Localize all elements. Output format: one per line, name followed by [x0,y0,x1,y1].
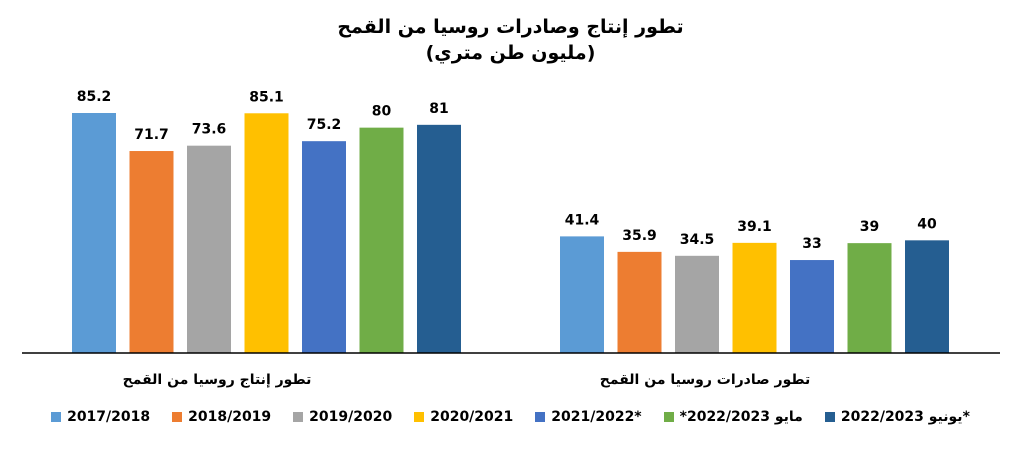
legend-label-5: *2022/2023 مايو [679,409,803,425]
bar-series-1-category-1 [617,251,662,353]
legend-label-4: 2021/2022* [551,409,642,425]
legend-swatch-4 [535,412,546,422]
legend-label-0: 2017/2018 [67,409,151,425]
legend-item-5: *2022/2023 مايو [663,409,803,425]
bar-series-3-category-0 [244,113,289,353]
data-label-series-1-category-0: 71.7 [134,127,169,143]
bar-series-5-category-0 [359,127,404,353]
legend-swatch-2 [293,412,304,422]
legend-label-1: 2018/2019 [188,409,272,425]
bar-series-5-category-1 [847,243,892,353]
bar-series-6-category-0 [417,124,461,353]
legend-item-3: 2020/2021 [414,409,513,425]
legend-item-6: يونيو 2022/2023* [824,409,970,425]
bar-series-4-category-0 [302,141,346,353]
legend-swatch-1 [172,412,183,422]
legend-swatch-0 [51,412,62,422]
data-label-series-0-category-1: 41.4 [565,212,600,228]
legend-item-0: 2017/2018 [51,409,150,425]
data-label-series-3-category-1: 39.1 [737,219,772,235]
legend-swatch-6 [824,412,835,422]
chart-title-line2: (مليون طن متري) [425,42,596,64]
legend-label-6: يونيو 2022/2023* [840,409,970,425]
bar-series-1-category-0 [129,151,174,353]
data-label-series-3-category-0: 85.1 [249,89,284,105]
bar-series-0-category-1 [560,236,604,353]
data-label-series-5-category-1: 39 [860,219,879,235]
bar-series-2-category-0 [187,145,231,353]
legend-item-1: 2018/2019 [172,409,271,425]
data-label-series-5-category-0: 80 [372,104,392,120]
legend-swatch-3 [414,412,425,422]
bar-series-4-category-1 [790,260,834,353]
data-label-series-6-category-0: 81 [429,101,448,117]
category-label-1: تطور صادرات روسيا من القمح [600,372,811,388]
data-label-series-0-category-0: 85.2 [77,89,112,105]
data-label-series-1-category-1: 35.9 [622,228,657,244]
data-label-series-2-category-0: 73.6 [192,122,227,138]
chart-title: تطور إنتاج وصادرات روسيا من القمح (مليون… [0,14,1021,66]
data-label-series-6-category-1: 40 [917,216,937,232]
data-label-series-4-category-1: 33 [802,236,821,252]
bar-series-6-category-1 [905,240,949,353]
legend: 2017/2018 2018/2019 2019/2020 2020/2021 2021… [0,405,1021,429]
legend-swatch-5 [663,412,674,422]
data-label-series-2-category-1: 34.5 [680,232,715,248]
data-label-series-4-category-0: 75.2 [307,117,342,133]
bar-series-3-category-1 [732,242,777,353]
legend-label-3: 2020/2021 [430,409,514,425]
bar-series-0-category-0 [72,113,116,353]
category-label-0: تطور إنتاج روسيا من القمح [123,372,312,388]
legend-item-2: 2019/2020 [293,409,392,425]
legend-label-2: 2019/2020 [309,409,393,425]
legend-item-4: 2021/2022* [535,409,642,425]
chart-title-line1: تطور إنتاج وصادرات روسيا من القمح [337,16,684,38]
bar-series-2-category-1 [675,255,719,353]
